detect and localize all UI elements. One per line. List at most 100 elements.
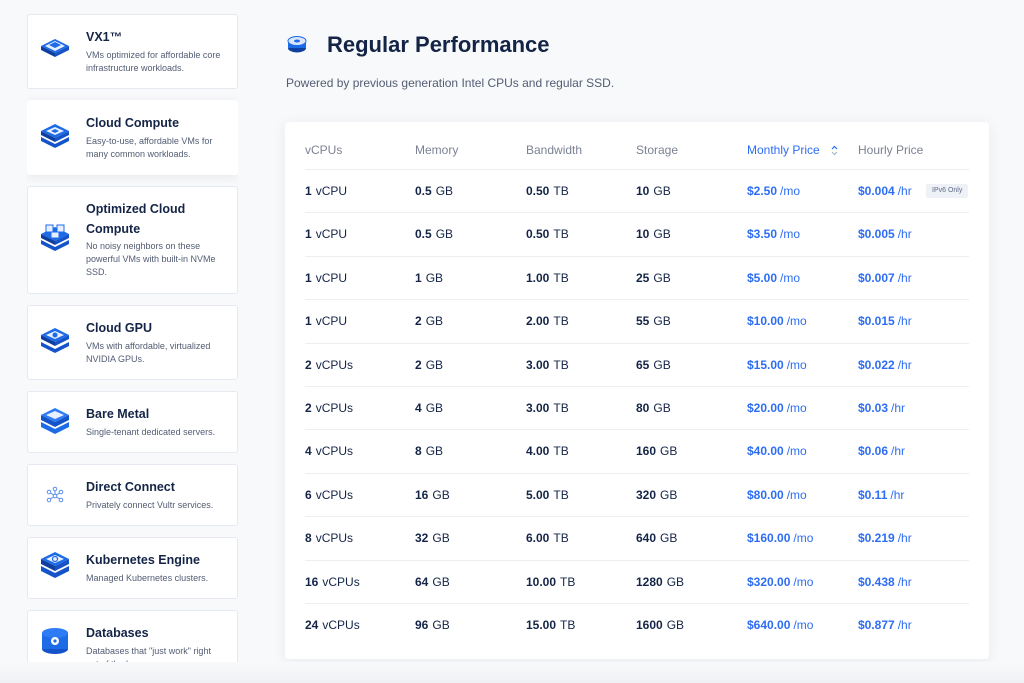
cell-bandwidth-value: 4.00 [526, 444, 550, 459]
cell-hourly-price: $0.06/hr [858, 443, 905, 459]
cell-bandwidth: 10.00 TB [526, 574, 575, 590]
cell-monthly-price-value: $320.00 [747, 574, 791, 589]
ipv6-only-badge: IPv6 Only [926, 184, 969, 198]
sidebar-item-cloud-compute[interactable]: Cloud Compute Easy-to-use, affordable VM… [27, 100, 238, 175]
cell-memory-unit: GB [435, 184, 454, 198]
cell-monthly-price: $15.00/mo [747, 357, 807, 373]
cell-vcpus-value: 1 [305, 314, 312, 329]
cell-monthly-price-unit: /mo [780, 184, 801, 198]
cell-monthly-price: $3.50/mo [747, 226, 800, 242]
cloud-compute-icon [41, 124, 69, 148]
column-header-hourly-price[interactable]: Hourly Price [858, 143, 924, 157]
table-row[interactable]: 4 vCPUs 8 GB 4.00 TB 160 GB $40.00/mo $0.06/hr [305, 430, 969, 474]
cell-vcpus-value: 4 [305, 444, 312, 459]
cell-hourly-price-unit: /hr [897, 314, 912, 329]
table-row[interactable]: 2 vCPUs 4 GB 3.00 TB 80 GB $20.00/mo $0.03/hr [305, 387, 969, 431]
cell-monthly-price-unit: /mo [793, 574, 814, 589]
sidebar-item-direct-connect[interactable]: Direct Connect Privately connect Vultr s… [27, 464, 238, 526]
cell-memory-unit: GB [432, 574, 450, 589]
cell-hourly-price-value: $0.007 [858, 270, 895, 285]
pricing-table: vCPUs Memory Bandwidth Storage Monthly P… [285, 122, 989, 659]
cell-storage-unit: GB [653, 357, 671, 372]
cell-memory-value: 1 [415, 270, 422, 285]
cell-vcpus-value: 2 [305, 357, 312, 372]
cell-vcpus-unit: vCPU [315, 227, 348, 242]
cell-monthly-price-value: $160.00 [747, 531, 791, 546]
cell-storage: 80 GB [636, 400, 671, 416]
table-row[interactable]: 2 vCPUs 2 GB 3.00 TB 65 GB $15.00/mo $0.022/hr [305, 344, 969, 387]
cell-monthly-price: $5.00/mo [747, 270, 800, 286]
cell-bandwidth-value: 15.00 [526, 618, 557, 632]
table-row[interactable]: 8 vCPUs 32 GB 6.00 TB 640 GB $160.00/mo $0.219/hr [305, 517, 969, 561]
cell-hourly-price-value: $0.438 [858, 574, 895, 589]
column-header-memory[interactable]: Memory [415, 143, 459, 157]
column-header-monthly-price[interactable]: Monthly Price [747, 142, 838, 158]
cell-bandwidth: 4.00 TB [526, 443, 569, 459]
sidebar-item-cloud-gpu[interactable]: Cloud GPU VMs with affordable, virtualiz… [27, 305, 238, 380]
cell-storage-unit: GB [653, 184, 671, 198]
cell-vcpus-unit: vCPU [315, 184, 348, 198]
column-header-bandwidth[interactable]: Bandwidth [526, 143, 583, 157]
sidebar-item-desc: VMs with affordable, virtualized NVIDIA … [86, 341, 211, 364]
cell-vcpus: 2 vCPUs [305, 357, 353, 373]
cell-bandwidth-unit: TB [553, 357, 569, 372]
table-row[interactable]: 1 vCPU 1 GB 1.00 TB 25 GB $5.00/mo $0.007/hr [305, 257, 969, 301]
cell-monthly-price-value: $40.00 [747, 444, 784, 459]
sidebar-item-desc: Privately connect Vultr services. [86, 500, 214, 510]
cell-memory-unit: GB [432, 618, 450, 632]
column-header-vcpus[interactable]: vCPUs [305, 143, 343, 157]
table-row[interactable]: 6 vCPUs 16 GB 5.00 TB 320 GB $80.00/mo $0.11/hr [305, 474, 969, 518]
cell-vcpus-value: 2 [305, 401, 312, 415]
cell-memory: 96 GB [415, 617, 450, 633]
table-row[interactable]: 1 vCPU 2 GB 2.00 TB 55 GB $10.00/mo $0.015/hr [305, 300, 969, 344]
cell-storage-unit: GB [666, 618, 685, 632]
cell-storage: 65 GB [636, 357, 671, 373]
cell-bandwidth-value: 0.50 [526, 227, 550, 242]
cell-memory: 64 GB [415, 574, 450, 590]
sidebar-item-bare-metal[interactable]: Bare Metal Single-tenant dedicated serve… [27, 391, 238, 453]
sidebar-item-desc: VMs optimized for affordable core infras… [86, 50, 221, 73]
table-row[interactable]: 1 vCPU 0.5 GB 0.50 TB 10 GB $2.50/mo $0.004/hr IPv… [305, 170, 969, 214]
cell-storage-value: 10 [636, 227, 650, 242]
cell-monthly-price-value: $15.00 [747, 357, 784, 372]
cell-hourly-price-unit: /hr [890, 487, 905, 502]
cell-vcpus-unit: vCPUs [315, 444, 354, 459]
cell-monthly-price: $20.00/mo [747, 400, 807, 416]
cell-monthly-price-unit: /mo [786, 444, 807, 459]
sidebar-item-databases[interactable]: Databases Databases that "just work" rig… [27, 610, 238, 662]
cell-storage: 320 GB [636, 487, 677, 503]
cell-memory-unit: GB [432, 531, 450, 546]
sidebar-item-desc: Easy-to-use, affordable VMs for many com… [86, 136, 213, 159]
table-row[interactable]: 16 vCPUs 64 GB 10.00 TB 1280 GB $320.00/mo $0.438… [305, 561, 969, 604]
cell-storage-value: 640 [636, 531, 657, 546]
cell-memory-value: 0.5 [415, 184, 432, 198]
cell-vcpus: 2 vCPUs [305, 400, 353, 416]
cell-bandwidth-value: 10.00 [526, 574, 557, 589]
cell-hourly-price-unit: /hr [897, 184, 912, 198]
direct-connect-icon [46, 486, 64, 503]
cell-bandwidth-value: 1.00 [526, 270, 550, 285]
cell-vcpus: 16 vCPUs [305, 574, 360, 590]
cell-monthly-price-value: $3.50 [747, 227, 778, 242]
table-row[interactable]: 24 vCPUs 96 GB 15.00 TB 1600 GB $640.00/mo $0.877… [305, 604, 969, 647]
sidebar-item-optimized-cloud-compute[interactable]: Optimized Cloud Compute No noisy neighbo… [27, 186, 238, 294]
cell-storage-unit: GB [666, 574, 685, 589]
cell-vcpus-value: 8 [305, 531, 312, 546]
cell-memory: 8 GB [415, 443, 443, 459]
sidebar-item-kubernetes-engine[interactable]: Kubernetes Engine Managed Kubernetes clu… [27, 537, 238, 599]
cell-memory-unit: GB [425, 314, 444, 329]
sidebar-item-vx1[interactable]: VX1™ VMs optimized for affordable core i… [27, 14, 238, 89]
cell-memory-unit: GB [432, 487, 450, 502]
cell-vcpus: 24 vCPUs [305, 617, 360, 633]
table-row[interactable]: 1 vCPU 0.5 GB 0.50 TB 10 GB $3.50/mo $0.005/hr [305, 213, 969, 257]
cell-bandwidth: 15.00 TB [526, 617, 575, 633]
cell-vcpus: 1 vCPU [305, 313, 347, 329]
column-header-storage[interactable]: Storage [636, 143, 679, 157]
page-bottom-edge [0, 662, 1024, 683]
cell-memory-unit: GB [425, 444, 444, 459]
cell-hourly-price-value: $0.219 [858, 531, 895, 546]
cell-bandwidth-value: 0.50 [526, 184, 550, 198]
cell-vcpus: 1 vCPU [305, 270, 347, 286]
cell-memory: 2 GB [415, 357, 443, 373]
sidebar-item-title: Cloud Compute [86, 116, 180, 130]
